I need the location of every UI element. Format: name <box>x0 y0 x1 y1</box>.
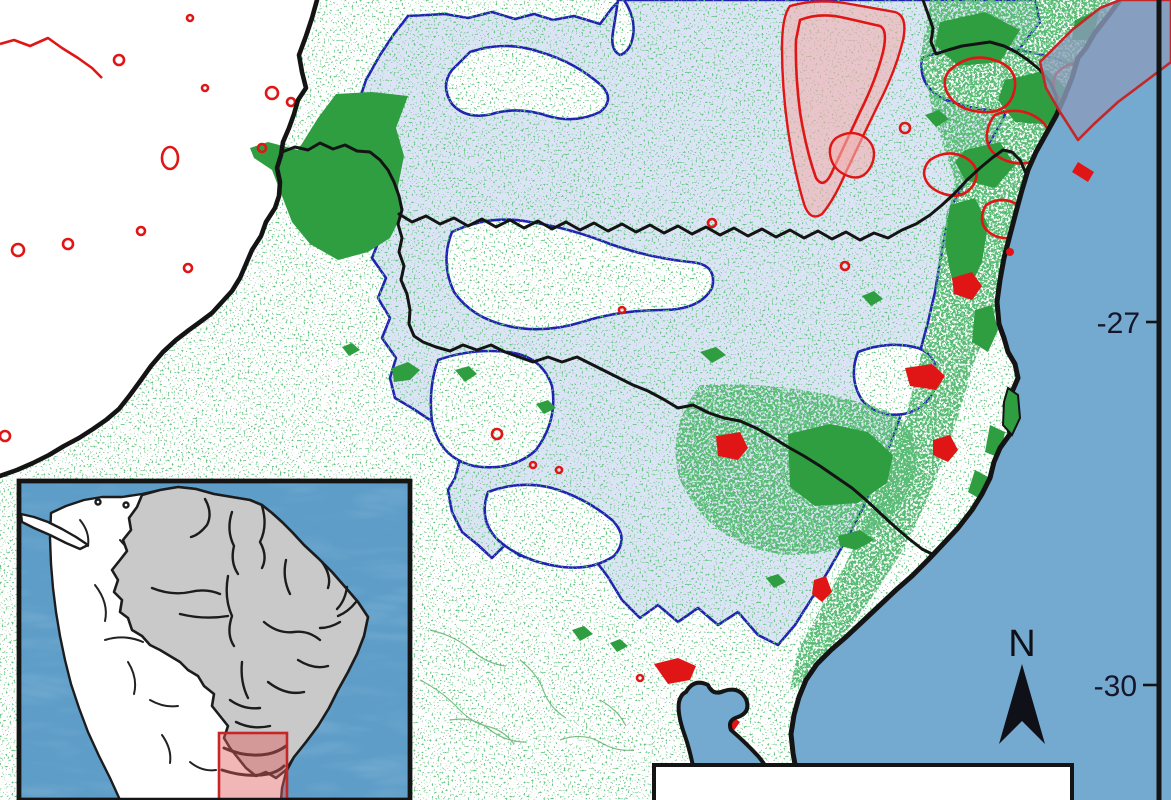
riverine-forest-lines <box>419 629 635 751</box>
north-arrow-icon <box>999 664 1045 744</box>
ocean <box>789 0 1171 800</box>
coastal-island <box>1001 386 1022 437</box>
legend-box <box>652 763 1074 800</box>
state-border-north <box>397 148 1030 242</box>
inset-map <box>16 478 413 800</box>
inset-state-borders <box>150 497 358 729</box>
latitude-label-30: -30 <box>1094 670 1137 703</box>
state-border-south <box>280 141 950 562</box>
marine-protected-area <box>1038 0 1171 142</box>
protected-area-boundary <box>0 36 103 79</box>
borders-layer <box>0 0 1060 562</box>
inset-frame <box>16 478 413 800</box>
protected-areas-layer <box>0 0 1134 736</box>
inset-brazil <box>110 485 370 780</box>
offshore-protected-strip <box>1072 162 1094 182</box>
inset-southern-state-borders <box>220 744 288 777</box>
inset-central-america <box>19 512 90 551</box>
inset-country-borders <box>79 519 217 772</box>
international-border <box>0 0 320 479</box>
marine-layer <box>1001 0 1171 437</box>
latitude-label-27: -27 <box>1097 307 1140 340</box>
forest-patch-turvo <box>250 92 408 260</box>
north-arrow-label: N <box>1008 623 1035 665</box>
study-area-rectangle <box>217 731 289 800</box>
map-furniture: -27 -30 N <box>652 0 1162 800</box>
protected-area-pink <box>780 0 906 218</box>
